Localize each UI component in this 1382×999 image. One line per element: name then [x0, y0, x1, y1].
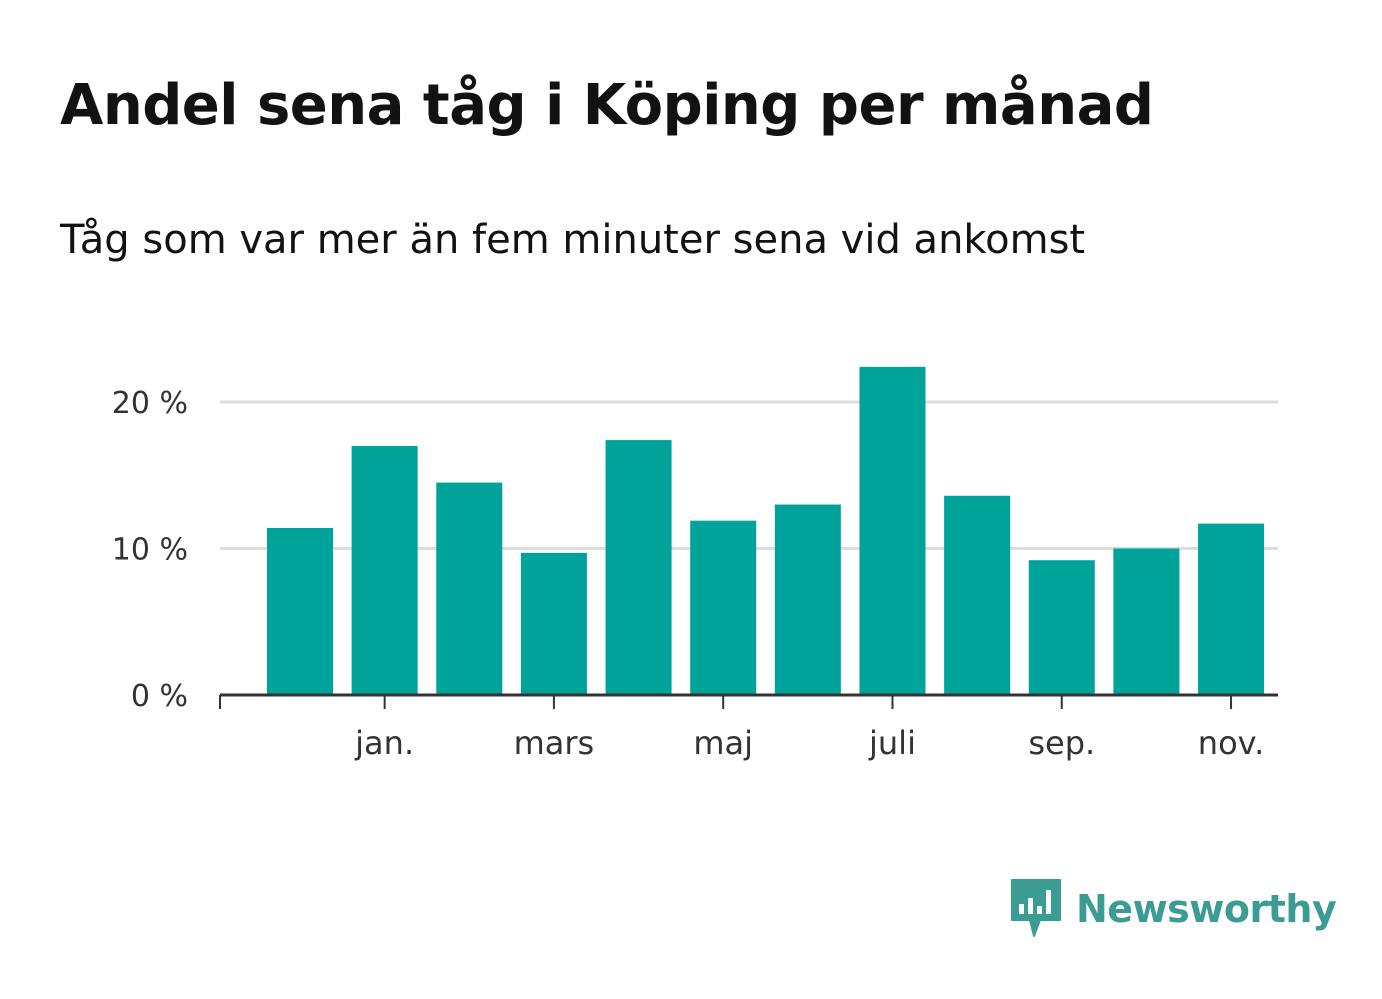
bar-sep [1028, 560, 1095, 695]
newsworthy-logo-text: Newsworthy [1076, 887, 1337, 931]
bar-nov [1198, 523, 1265, 695]
bar-dec [266, 527, 334, 695]
bar-apr [605, 440, 672, 695]
y-tick-label: 10 % [112, 533, 188, 568]
x-tick-label: sep. [1028, 724, 1095, 762]
bar-juni [774, 504, 841, 695]
y-tick-label: 0 % [131, 679, 188, 714]
bar-jan [351, 445, 418, 695]
bar-mars [520, 552, 587, 695]
x-tick-label: juli [868, 724, 916, 762]
bar-aug [944, 495, 1011, 695]
bar-feb [436, 482, 503, 695]
newsworthy-logo: Newsworthy [1010, 878, 1337, 940]
chart-subtitle: Tåg som var mer än fem minuter sena vid … [60, 217, 1086, 263]
y-tick-label: 20 % [112, 386, 188, 421]
chart-title: Andel sena tåg i Köping per månad [60, 73, 1154, 138]
x-tick-label: maj [693, 724, 753, 762]
x-tick-label: jan. [354, 724, 414, 762]
bar-okt [1113, 548, 1180, 695]
bar-juli [859, 366, 926, 695]
newsworthy-logo-icon [1011, 879, 1061, 937]
x-tick-label: nov. [1198, 724, 1264, 762]
x-tick-label: mars [514, 724, 595, 762]
bar-maj [690, 520, 757, 695]
